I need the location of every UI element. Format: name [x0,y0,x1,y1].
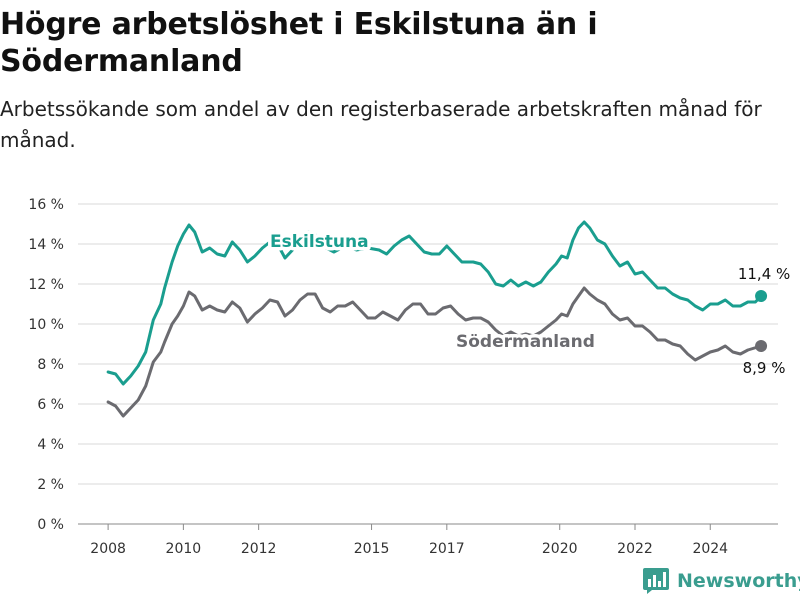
y-tick-label: 4 % [37,437,64,453]
series-label-sodermanland: Södermanland [456,332,595,352]
x-tick-label: 2017 [429,541,465,557]
y-tick-label: 12 % [28,277,64,293]
y-tick-label: 2 % [37,477,64,493]
chart-title: Högre arbetslöshet i Eskilstuna än i Söd… [0,7,598,79]
y-tick-label: 10 % [28,317,64,333]
x-axis-ticks: 2008 2010 2012 2015 2017 2020 2022 2024 [90,524,728,557]
y-tick-label: 14 % [28,237,64,253]
x-tick-label: 2008 [90,541,126,557]
y-tick-label: 0 % [37,517,64,533]
x-tick-label: 2010 [166,541,202,557]
y-tick-label: 8 % [37,357,64,373]
series-label-eskilstuna: Eskilstuna [270,232,369,252]
newsworthy-logo: Newsworthy [643,568,800,594]
y-tick-label: 16 % [28,197,64,213]
series-lines [106,220,768,418]
y-axis-ticks: 0 % 2 % 4 % 6 % 8 % 10 % 12 % 14 % 16 % [28,197,64,533]
gridlines [78,203,778,525]
newsworthy-logo-text: Newsworthy [677,570,800,592]
series-line-eskilstuna [106,220,763,386]
x-tick-label: 2015 [354,541,390,557]
y-tick-label: 6 % [37,397,64,413]
x-tick-label: 2024 [692,541,728,557]
series-endpoint-eskilstuna [755,290,768,302]
series-line-sodermanland [106,286,763,418]
newsworthy-logo-icon [643,568,669,594]
end-value-label-eskilstuna: 11,4 % [738,265,790,283]
x-tick-label: 2022 [617,541,653,557]
x-tick-label: 2020 [542,541,578,557]
chart-subtitle: Arbetssökande som andel av den registerb… [0,97,762,152]
x-tick-label: 2012 [241,541,277,557]
end-value-label-sodermanland: 8,9 % [743,359,786,377]
series-endpoint-sodermanland [755,340,768,352]
series-labels: Eskilstuna Södermanland 11,4 % 8,9 % [267,229,791,378]
